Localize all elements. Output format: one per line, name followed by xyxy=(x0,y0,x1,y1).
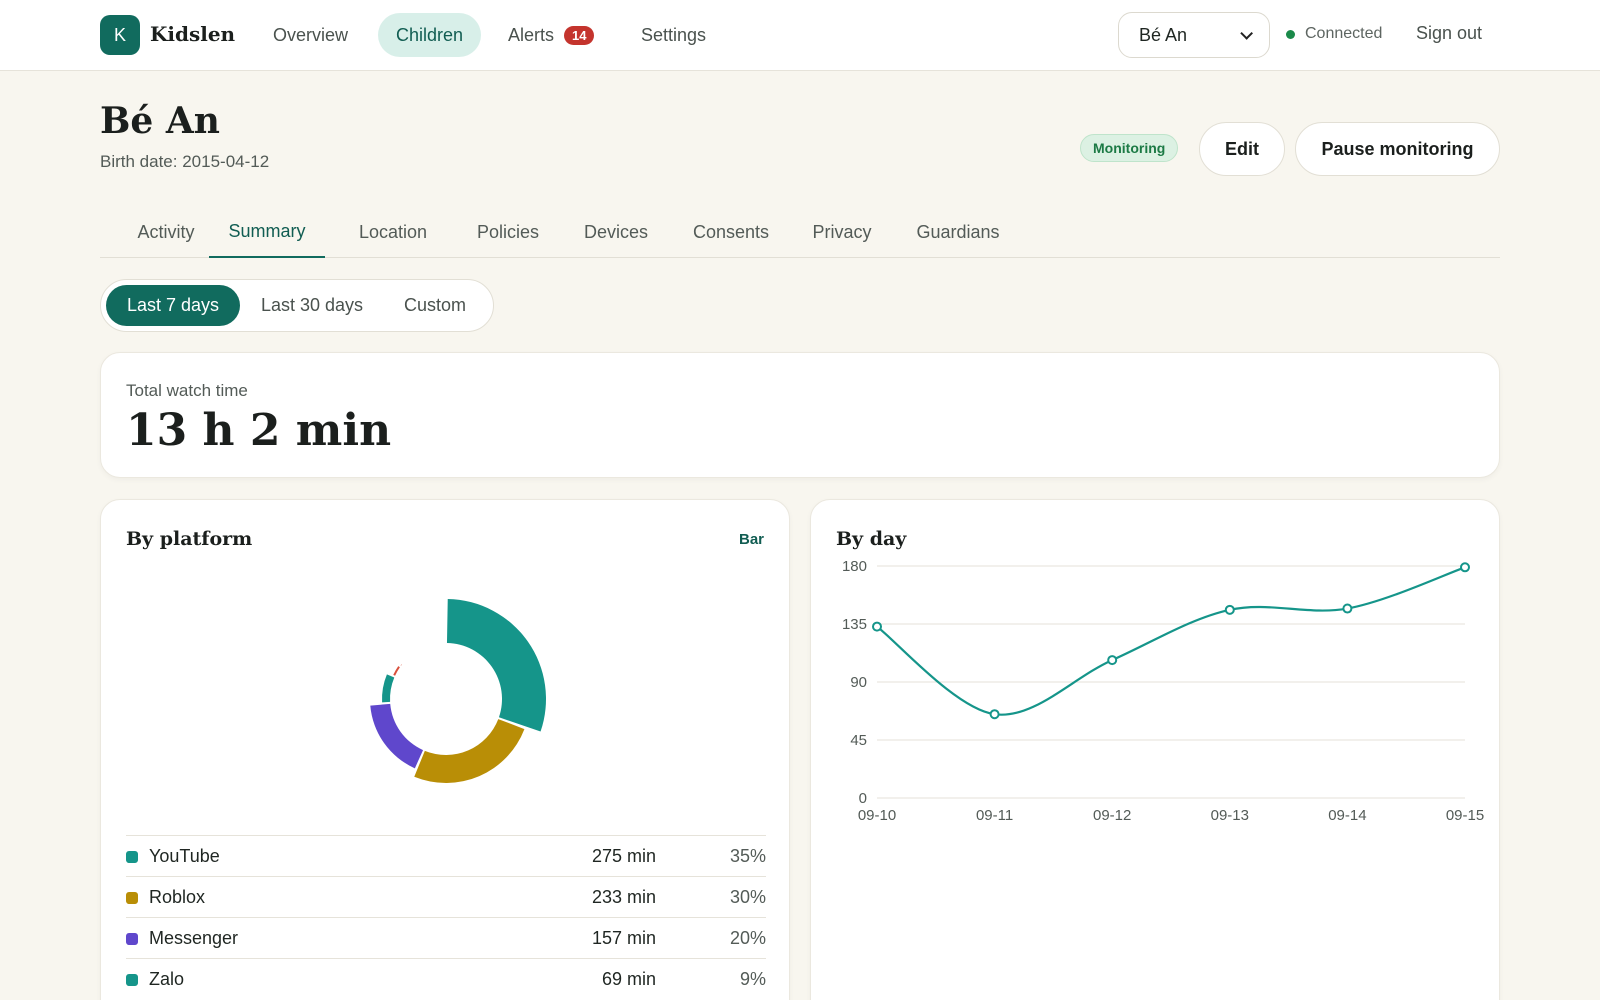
legend-row: Zalo 69 min 9% xyxy=(126,958,766,999)
platform-name: YouTube xyxy=(149,846,220,866)
logo-letter: K xyxy=(113,24,126,45)
total-watch-time-card: Total watch time 13 h 2 min xyxy=(100,352,1500,478)
donut-slice-other-2[interactable] xyxy=(400,664,402,666)
legend-row: Messenger 157 min 20% xyxy=(126,917,766,958)
data-point-09-15[interactable] xyxy=(1460,562,1470,573)
x-tick-label: 09-12 xyxy=(1093,807,1131,824)
platform-percent: 20% xyxy=(729,928,766,948)
nav-label: Alerts xyxy=(508,24,555,45)
connection-status: Connected xyxy=(1286,25,1382,43)
nav-children[interactable]: Children xyxy=(378,13,482,57)
status-badge: Monitoring xyxy=(1080,134,1179,162)
donut-slice-zalo[interactable] xyxy=(382,674,395,703)
tab-consents[interactable]: Consents xyxy=(692,221,770,242)
platform-minutes: 233 min xyxy=(591,887,656,907)
y-tick-label: 135 xyxy=(842,616,867,633)
birth-date: Birth date: 2015-04-12 xyxy=(100,152,270,171)
x-tick-label: 09-11 xyxy=(976,807,1013,824)
tab-summary[interactable]: Summary xyxy=(209,206,325,258)
donut-slice-other-1[interactable] xyxy=(393,666,400,676)
nav-settings[interactable]: Settings xyxy=(623,13,724,57)
child-select-value: Bé An xyxy=(1139,24,1188,45)
sign-out-link[interactable]: Sign out xyxy=(1416,23,1483,43)
chart-type-toggle[interactable]: Bar xyxy=(738,531,764,548)
nav-alerts[interactable]: Alerts 14 xyxy=(490,13,612,57)
y-tick-label: 0 xyxy=(859,790,867,807)
date-range-toggle: Last 7 days Last 30 days Custom xyxy=(100,279,494,332)
y-tick-label: 90 xyxy=(850,674,867,691)
by-day-card: By day 0 45 90 135 180 09-10 09-11 09-12 09-13 09… xyxy=(810,499,1500,1000)
card-title: By day xyxy=(836,528,907,550)
tab-privacy[interactable]: Privacy xyxy=(812,221,872,242)
platform-minutes: 69 min xyxy=(601,969,656,989)
alerts-count-badge: 14 xyxy=(564,25,595,45)
platform-percent: 35% xyxy=(729,846,766,866)
legend-color-swatch xyxy=(126,851,138,863)
donut-slice-messenger[interactable] xyxy=(370,703,424,769)
data-point-09-13[interactable] xyxy=(1224,604,1235,615)
data-point-09-14[interactable] xyxy=(1342,603,1353,614)
app-name[interactable]: Kidslen xyxy=(150,22,236,46)
x-tick-label: 09-13 xyxy=(1211,807,1249,824)
platform-name: Messenger xyxy=(149,928,239,948)
x-tick-label: 09-10 xyxy=(858,807,896,824)
platform-minutes: 157 min xyxy=(591,928,656,948)
nav-label: Children xyxy=(396,24,464,45)
platform-minutes: 275 min xyxy=(591,846,656,866)
legend-color-swatch xyxy=(126,933,138,945)
platform-percent: 30% xyxy=(729,887,766,907)
range-last-30-days[interactable]: Last 30 days xyxy=(260,295,364,315)
status-dot-icon xyxy=(1286,29,1295,39)
platform-name: Zalo xyxy=(149,969,185,989)
platform-percent: 9% xyxy=(739,969,766,989)
chevron-down-icon xyxy=(1240,26,1253,40)
legend-row: YouTube 275 min 35% xyxy=(126,835,766,876)
platform-name: Roblox xyxy=(149,887,206,907)
tab-location[interactable]: Location xyxy=(358,221,428,242)
page-title: Bé An xyxy=(100,100,220,142)
x-tick-label: 09-15 xyxy=(1446,807,1484,824)
y-tick-label: 180 xyxy=(842,558,867,575)
daily-line-chart: 0 45 90 135 180 09-10 09-11 09-12 09-13 09-14 09-1… xyxy=(842,558,1484,824)
card-title: By platform xyxy=(126,528,253,550)
total-value: 13 h 2 min xyxy=(126,405,392,456)
tab-activity[interactable]: Activity xyxy=(137,221,195,242)
x-tick-label: 09-14 xyxy=(1328,807,1366,824)
tab-policies[interactable]: Policies xyxy=(476,221,540,242)
pause-monitoring-button[interactable]: Pause monitoring xyxy=(1295,122,1500,176)
data-point-09-10[interactable] xyxy=(872,621,882,632)
edit-button[interactable]: Edit xyxy=(1199,122,1285,176)
data-point-09-11[interactable] xyxy=(989,709,1000,720)
total-label: Total watch time xyxy=(126,381,248,400)
legend-row: Roblox 233 min 30% xyxy=(126,876,766,917)
by-platform-card: By platform Bar YouTube 275 min 35% Robl… xyxy=(100,499,790,1000)
nav-label: Overview xyxy=(273,24,349,45)
top-navigation-bar: K Kidslen Overview Children Alerts 14 Set… xyxy=(0,0,1600,71)
range-custom[interactable]: Custom xyxy=(403,295,466,315)
legend-color-swatch xyxy=(126,974,138,986)
data-point-09-12[interactable] xyxy=(1107,655,1118,666)
legend-color-swatch xyxy=(126,892,138,904)
nav-overview[interactable]: Overview xyxy=(255,13,366,57)
tab-devices[interactable]: Devices xyxy=(583,221,649,242)
y-tick-label: 45 xyxy=(850,732,867,749)
platform-donut-chart xyxy=(370,599,546,783)
nav-label: Settings xyxy=(641,24,707,45)
series-line xyxy=(876,566,1466,716)
connection-status-label: Connected xyxy=(1305,25,1383,42)
child-select[interactable]: Bé An xyxy=(1118,12,1270,58)
donut-slice-youtube[interactable] xyxy=(446,599,546,732)
child-tabs: Activity Summary Location Policies Devic… xyxy=(100,206,1500,258)
app-logo[interactable]: K xyxy=(100,15,140,55)
range-last-7-days[interactable]: Last 7 days xyxy=(106,285,240,326)
donut-slice-roblox[interactable] xyxy=(414,719,525,783)
tab-guardians[interactable]: Guardians xyxy=(916,221,1000,242)
